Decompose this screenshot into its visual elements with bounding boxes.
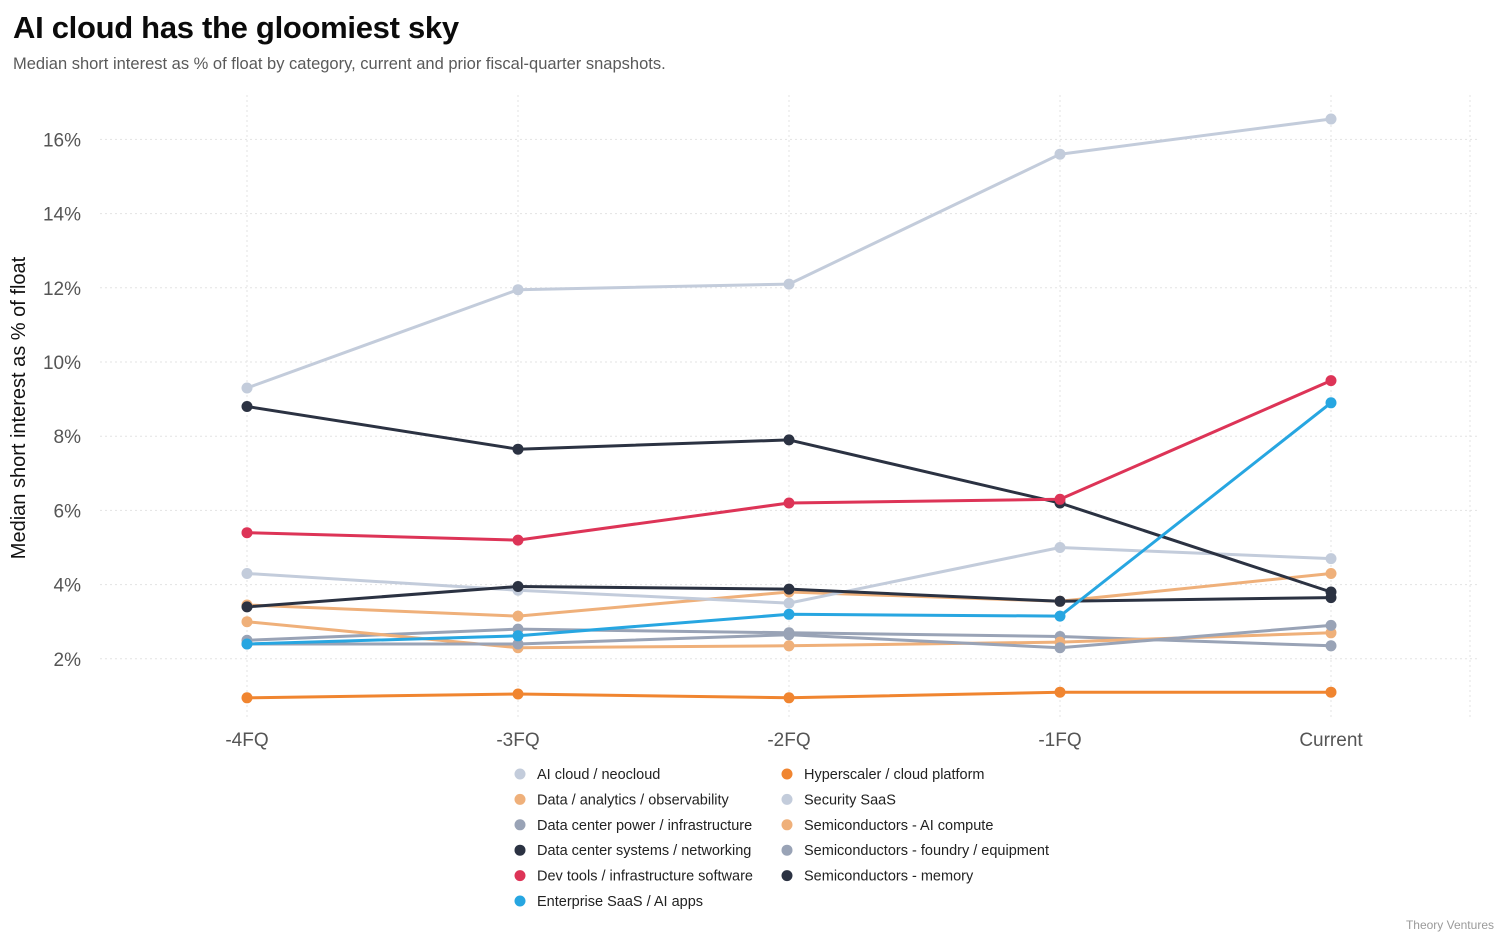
y-tick-label: 6%	[54, 501, 82, 522]
data-point	[512, 610, 524, 622]
data-point	[512, 284, 524, 296]
data-point	[241, 616, 253, 628]
data-point	[1325, 553, 1337, 565]
data-point	[512, 630, 524, 642]
legend-item: Data center systems / networking	[514, 843, 751, 859]
data-point	[1054, 148, 1066, 160]
data-point	[1325, 568, 1337, 579]
legend-marker	[781, 844, 793, 856]
data-point	[241, 638, 253, 650]
data-point	[241, 382, 253, 394]
chart-subtitle: Median short interest as % of float by c…	[13, 55, 666, 73]
y-tick-label: 4%	[54, 576, 82, 597]
legend-label: AI cloud / neocloud	[537, 767, 660, 783]
legend-marker	[514, 793, 526, 805]
data-point	[1054, 686, 1066, 698]
data-point	[783, 692, 795, 704]
data-point	[512, 581, 524, 592]
data-point	[1325, 640, 1337, 652]
data-point	[241, 568, 253, 579]
data-point	[1054, 610, 1066, 622]
chart-title: AI cloud has the gloomiest sky	[13, 10, 459, 45]
legend-item: Semiconductors - foundry / equipment	[781, 843, 1049, 859]
data-point	[783, 497, 795, 509]
data-point	[1325, 397, 1337, 409]
x-tick-label: -1FQ	[1038, 730, 1081, 751]
data-point	[1325, 375, 1337, 387]
legend-marker	[514, 768, 526, 780]
data-point	[241, 601, 253, 613]
data-point	[512, 688, 524, 700]
legend-item: Data center power / infrastructure	[514, 818, 752, 834]
data-point	[783, 278, 795, 290]
series-line	[245, 117, 1333, 390]
legend-marker	[781, 768, 793, 780]
legend-marker	[781, 870, 793, 882]
data-point	[1054, 542, 1066, 553]
credit-text: Theory Ventures	[1405, 918, 1494, 932]
legend-item: Data / analytics / observability	[514, 792, 730, 808]
x-axis-ticks: -4FQ -3FQ -2FQ -1FQ Current	[225, 730, 1363, 751]
legend-label: Enterprise SaaS / AI apps	[537, 894, 703, 910]
data-point	[783, 608, 795, 620]
legend-item: Dev tools / infrastructure software	[514, 869, 753, 885]
y-axis-label: Median short interest as % of float	[8, 256, 30, 559]
legend-marker	[514, 819, 526, 831]
legend-marker	[514, 870, 526, 882]
data-point	[1325, 592, 1337, 604]
legend-marker	[781, 819, 793, 831]
data-point	[1325, 113, 1337, 125]
legend-label: Security SaaS	[804, 792, 896, 808]
y-tick-label: 8%	[54, 427, 82, 448]
legend-label: Dev tools / infrastructure software	[537, 869, 753, 885]
legend-marker	[514, 895, 526, 907]
legend-item: Hyperscaler / cloud platform	[781, 767, 985, 783]
data-point	[512, 638, 524, 650]
data-point	[241, 692, 253, 704]
data-point	[512, 534, 524, 546]
legend-label: Semiconductors - foundry / equipment	[804, 843, 1049, 859]
y-tick-label: 2%	[54, 650, 82, 671]
legend-item: Enterprise SaaS / AI apps	[514, 894, 703, 910]
x-tick-label: -4FQ	[225, 730, 268, 751]
legend-item: Security SaaS	[781, 792, 896, 808]
legend-label: Semiconductors - memory	[804, 869, 974, 885]
data-point	[1325, 686, 1337, 698]
data-point	[783, 583, 795, 595]
legend-label: Data center power / infrastructure	[537, 818, 752, 834]
legend-label: Data / analytics / observability	[537, 792, 730, 808]
data-point	[1054, 642, 1066, 654]
data-point	[783, 640, 795, 652]
legend: AI cloud / neocloud Data / analytics / ob…	[514, 767, 1049, 910]
legend-item: AI cloud / neocloud	[514, 767, 660, 783]
data-point	[1054, 595, 1066, 607]
data-point	[512, 443, 524, 455]
legend-item: Semiconductors - AI compute	[781, 818, 993, 834]
data-point	[241, 401, 253, 412]
legend-item: Semiconductors - memory	[781, 869, 974, 885]
y-tick-label: 12%	[43, 279, 81, 300]
legend-marker	[781, 793, 793, 805]
x-tick-label: Current	[1299, 730, 1363, 751]
legend-label: Hyperscaler / cloud platform	[804, 767, 985, 783]
data-point	[1054, 493, 1066, 505]
y-tick-label: 16%	[43, 130, 81, 151]
y-axis-ticks: 2% 4% 6% 8% 10% 12% 14% 16%	[43, 130, 81, 670]
data-point	[783, 629, 795, 641]
x-tick-label: -3FQ	[496, 730, 539, 751]
data-point	[1325, 619, 1337, 631]
data-point	[783, 434, 795, 446]
data-point	[241, 527, 253, 539]
y-tick-label: 14%	[43, 205, 81, 226]
legend-label: Data center systems / networking	[537, 843, 751, 859]
x-tick-label: -2FQ	[767, 730, 810, 751]
data-point	[783, 597, 795, 609]
y-tick-label: 10%	[43, 353, 81, 374]
series-points	[241, 113, 1337, 704]
legend-label: Semiconductors - AI compute	[804, 818, 993, 834]
legend-marker	[514, 844, 526, 856]
